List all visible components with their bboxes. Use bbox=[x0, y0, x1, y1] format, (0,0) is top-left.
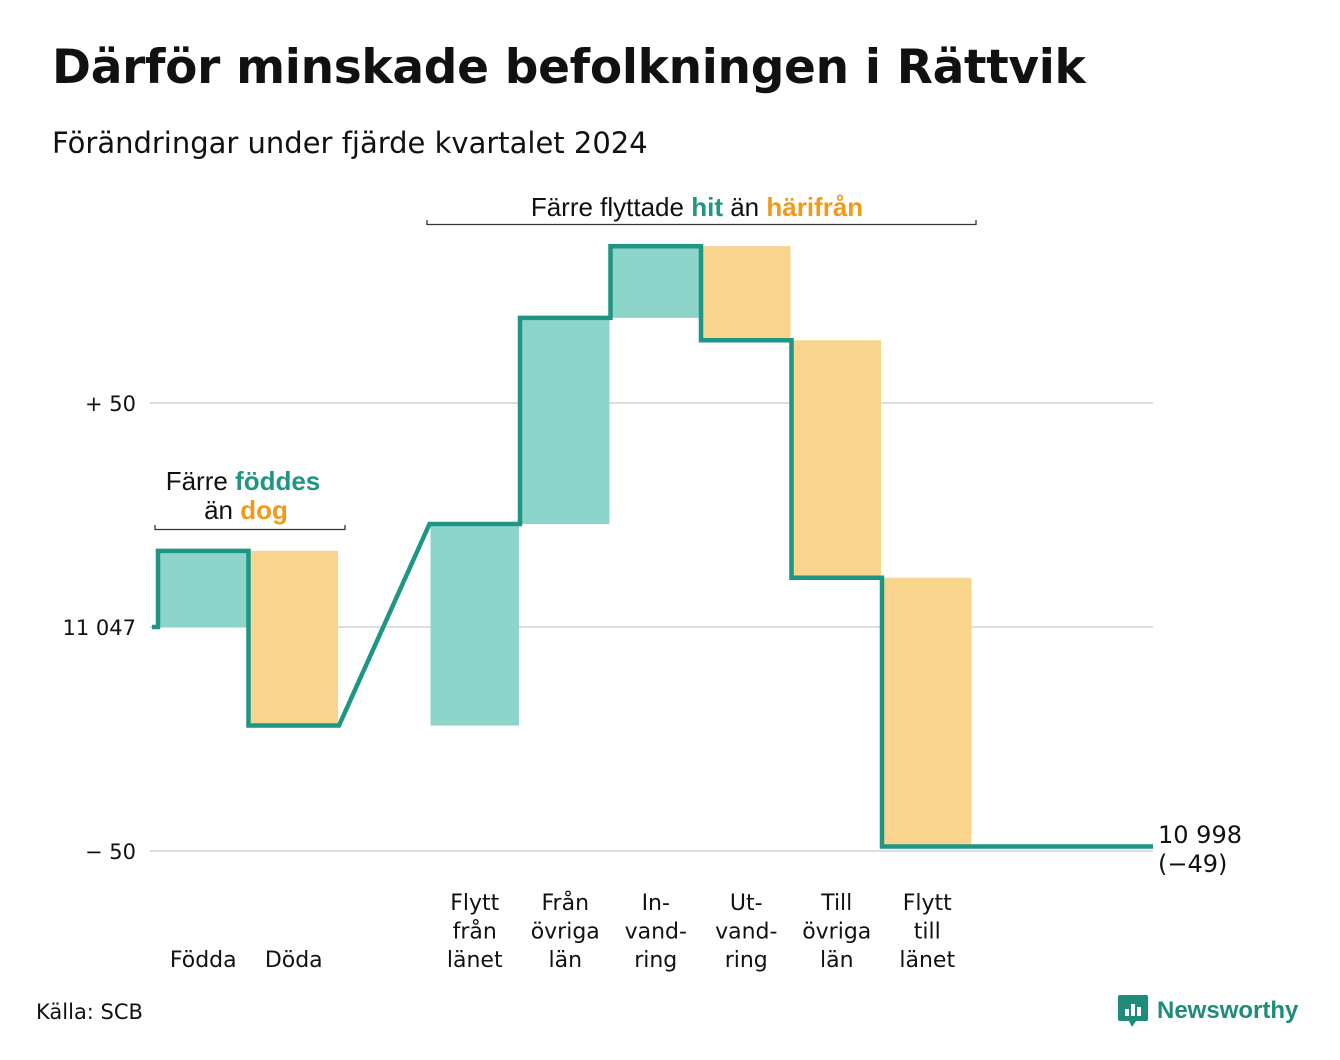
chart-subtitle: Förändringar under fjärde kvartalet 2024 bbox=[52, 126, 648, 160]
bar-från-övriga-län bbox=[521, 317, 610, 524]
x-label-flytt-från-länet-2: länet bbox=[447, 948, 503, 973]
x-label-till-övriga-län-1: övriga bbox=[802, 920, 871, 945]
bar-invandring bbox=[611, 246, 700, 318]
bar-flytt-till-länet bbox=[883, 577, 972, 847]
chart-title: Därför minskade befolkningen i Rättvik bbox=[52, 40, 1086, 95]
end-value-label-1: (−49) bbox=[1158, 850, 1227, 878]
annotation-births-line1: Färre föddes bbox=[166, 466, 321, 496]
x-label-från-övriga-län-2: län bbox=[548, 948, 582, 973]
x-label-till-övriga-län-2: län bbox=[820, 948, 854, 973]
bar-flytt-från-länet bbox=[430, 523, 519, 726]
y-tick-label-1: 11 047 bbox=[63, 616, 136, 640]
end-value-label-0: 10 998 bbox=[1158, 821, 1242, 849]
x-label-flytt-från-länet-0: Flytt bbox=[450, 891, 499, 916]
x-label-utvandring-1: vand- bbox=[715, 920, 777, 945]
x-label-födda-0: Födda bbox=[170, 948, 237, 973]
x-label-flytt-till-länet-2: länet bbox=[899, 948, 955, 973]
annotation-births-line1-part-0: Färre bbox=[166, 466, 235, 496]
source-note: Källa: SCB bbox=[36, 1000, 143, 1024]
bar-döda bbox=[249, 550, 338, 726]
x-label-från-övriga-län-0: Från bbox=[541, 890, 589, 916]
annotation-migration: Färre flyttade hit än härifrån bbox=[531, 192, 863, 222]
annotation-births-line1-part-1: föddes bbox=[235, 466, 320, 496]
bar-till-övriga-län bbox=[792, 340, 881, 578]
bar-födda bbox=[159, 550, 248, 627]
annotation-migration-part-2: än bbox=[723, 192, 766, 222]
x-label-invandring-0: In- bbox=[642, 891, 670, 916]
x-label-döda-0: Döda bbox=[265, 948, 323, 973]
x-label-till-övriga-län-0: Till bbox=[820, 891, 852, 916]
annotation-migration-part-3: härifrån bbox=[766, 192, 863, 222]
newsworthy-logo-icon bbox=[1118, 995, 1148, 1027]
annotation-migration-part-1: hit bbox=[691, 192, 723, 222]
newsworthy-logo: Newsworthy bbox=[1117, 993, 1298, 1029]
newsworthy-logo-text: Newsworthy bbox=[1157, 997, 1299, 1024]
x-label-invandring-2: ring bbox=[634, 948, 677, 973]
annotation-births-line2: än dog bbox=[204, 495, 288, 525]
cumulative-step-line bbox=[152, 243, 1153, 849]
annotation-births-line2-part-1: dog bbox=[240, 495, 288, 525]
y-tick-label-2: − 50 bbox=[85, 840, 136, 864]
x-label-från-övriga-län-1: övriga bbox=[531, 920, 600, 945]
x-label-utvandring-0: Ut- bbox=[730, 891, 763, 916]
annotation-migration-bracket bbox=[426, 220, 977, 226]
x-label-invandring-1: vand- bbox=[625, 920, 687, 945]
y-tick-label-0: + 50 bbox=[85, 392, 136, 416]
bar-utvandring bbox=[702, 246, 791, 341]
annotation-births-line2-part-0: än bbox=[204, 495, 240, 525]
x-label-flytt-till-länet-1: till bbox=[914, 920, 941, 945]
x-label-flytt-från-länet-1: från bbox=[453, 919, 497, 945]
x-label-utvandring-2: ring bbox=[725, 948, 768, 973]
x-label-flytt-till-länet-0: Flytt bbox=[903, 891, 952, 916]
annotation-births-bracket bbox=[154, 525, 346, 531]
annotation-migration-part-0: Färre flyttade bbox=[531, 192, 691, 222]
